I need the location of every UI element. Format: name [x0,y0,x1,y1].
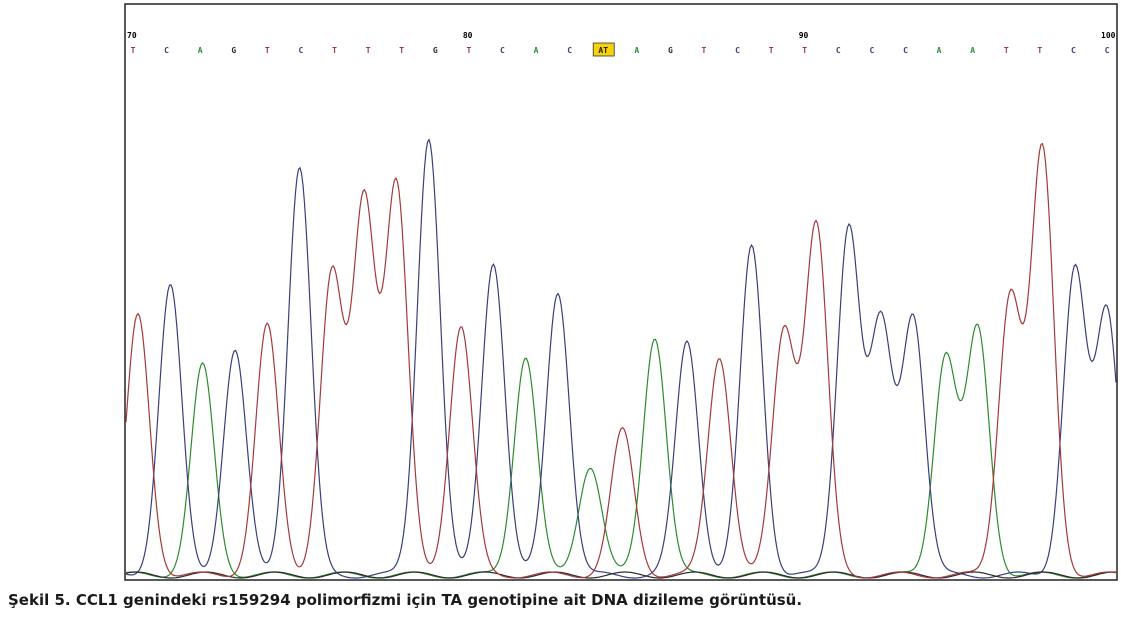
base-call-6: C [299,46,304,55]
base-call-22: C [836,46,841,55]
base-call-20: T [769,46,774,55]
base-call-15: AT [598,46,608,55]
base-call-2: C [164,46,169,55]
base-call-10: G [433,46,438,55]
highlighted-call-box [592,42,615,57]
base-call-27: T [1004,46,1009,55]
trace-lines [125,138,1117,579]
position-label-70: 70 [127,31,137,40]
base-call-18: T [702,46,707,55]
base-call-17: G [668,46,673,55]
position-label-100: 100 [1101,31,1116,40]
position-label-80: 80 [463,31,473,40]
base-call-7: T [332,46,337,55]
base-call-21: T [802,46,807,55]
plot-frame [124,3,1118,581]
trace-T [125,142,1117,579]
base-call-9: T [399,46,404,55]
base-call-14: C [567,46,572,55]
position-label-90: 90 [799,31,809,40]
base-call-4: G [231,46,236,55]
base-call-12: C [500,46,505,55]
base-call-23: C [869,46,874,55]
base-call-30: C [1105,46,1110,55]
trace-G [125,571,1117,579]
base-call-5: T [265,46,270,55]
figure-caption: Şekil 5. CCL1 genindeki rs159294 polimor… [8,591,803,609]
base-call-16: A [634,46,639,55]
base-call-19: C [735,46,740,55]
base-call-25: A [937,46,942,55]
base-call-29: C [1071,46,1076,55]
base-call-1: T [131,46,136,55]
base-call-13: A [534,46,539,55]
base-call-28: T [1037,46,1042,55]
base-call-8: T [366,46,371,55]
base-call-3: A [198,46,203,55]
base-call-26: A [970,46,975,55]
trace-C [125,138,1117,579]
base-call-11: T [466,46,471,55]
trace-A [125,323,1117,579]
base-call-24: C [903,46,908,55]
